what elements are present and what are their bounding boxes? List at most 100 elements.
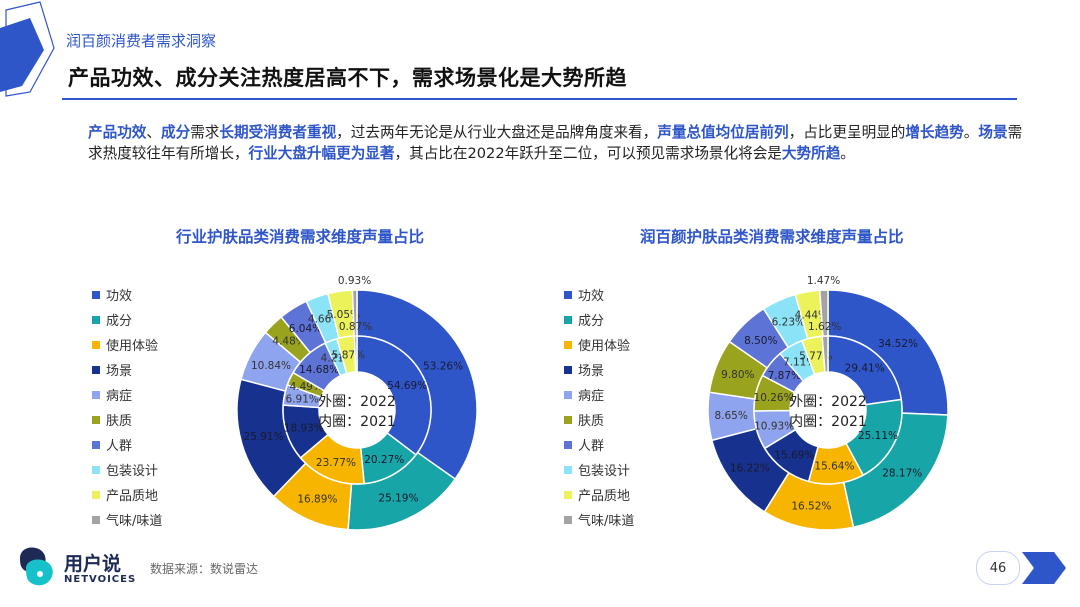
- legend-swatch: [564, 290, 572, 299]
- brand-name-cn: 用户说: [64, 553, 122, 575]
- legend-swatch: [564, 465, 572, 474]
- page-number: 46: [976, 551, 1020, 585]
- legend-item: 肤质: [92, 407, 162, 432]
- legend-label: 包装设计: [106, 464, 159, 479]
- legend-label: 人群: [578, 439, 605, 454]
- donut-chart-industry: 53.26% 25.19% 16.89% 25.91% 10.84% 4.48%6.04%…: [237, 275, 477, 530]
- legend-item: 功效: [564, 282, 634, 307]
- legend-label: 产品质地: [106, 489, 159, 504]
- corner-decoration: [0, 1, 55, 97]
- legend-label: 使用体验: [578, 339, 631, 354]
- slice-label: 10.26%: [754, 392, 794, 404]
- slice-label: 14.68%: [299, 364, 339, 376]
- legend-label: 肤质: [106, 414, 133, 429]
- center-label: 外圈：2022: [318, 394, 396, 410]
- slice-label: 25.11%: [858, 430, 898, 442]
- slice-label: 15.64%: [814, 461, 854, 473]
- slice-label: 5.87%: [332, 350, 365, 362]
- data-source: 数据来源：数说雷达: [150, 562, 259, 576]
- legend-label: 功效: [578, 289, 605, 304]
- legend-item: 包装设计: [92, 457, 162, 482]
- legend-label: 成分: [578, 314, 605, 329]
- slice-label: 10.93%: [754, 420, 794, 432]
- legend-label: 气味/味道: [106, 514, 163, 529]
- legend-swatch: [92, 415, 100, 424]
- slice-label: 1.47%: [807, 275, 840, 287]
- slice-label: 6.23%: [772, 316, 805, 328]
- chart-title-industry: 行业护肤品类消费需求维度声量占比: [176, 228, 425, 246]
- legend-label: 气味/味道: [578, 514, 635, 529]
- slice-label: 6.91%: [286, 393, 319, 405]
- summary-text: 。: [840, 145, 855, 162]
- summary-text: 、: [146, 124, 161, 141]
- legend-swatch: [564, 315, 572, 324]
- legend-label: 场景: [106, 364, 133, 379]
- summary-text: ，过去两年无论是从行业大盘还是品牌角度来看，: [336, 124, 658, 141]
- slice-label: 16.52%: [791, 501, 831, 513]
- slice-label: 54.69%: [387, 380, 427, 392]
- summary-text: 需求: [190, 124, 220, 141]
- slice-label: 8.50%: [744, 335, 777, 347]
- summary-highlight: 大势所趋: [781, 145, 841, 162]
- legend-item: 病症: [564, 382, 634, 407]
- legend-swatch: [92, 340, 100, 349]
- legend-item: 场景: [92, 357, 162, 382]
- legend-label: 病症: [106, 389, 133, 404]
- legend-item: 产品质地: [92, 482, 162, 507]
- legend-swatch: [564, 415, 572, 424]
- legend-label: 功效: [106, 289, 133, 304]
- legend-brand: 功效成分使用体验场景病症肤质人群包装设计产品质地气味/味道: [564, 282, 634, 532]
- slice-label: 53.26%: [423, 360, 463, 372]
- legend-item: 肤质: [564, 407, 634, 432]
- summary-highlight: 产品功效: [88, 124, 147, 141]
- chart-title-brand: 润百颜护肤品类消费需求维度声量占比: [640, 228, 904, 246]
- legend-swatch: [564, 490, 572, 499]
- slice-label: 4.44%: [795, 309, 828, 321]
- summary-highlight: 长期受消费者重视: [219, 124, 337, 141]
- slice-label: 16.22%: [730, 462, 770, 474]
- summary-text: 需求热度较往年有所增长，: [88, 124, 1023, 162]
- legend-swatch: [564, 390, 572, 399]
- summary-text: ，占比更呈明显的: [788, 124, 906, 141]
- summary-text: 。: [963, 124, 979, 141]
- legend-swatch: [564, 340, 572, 349]
- summary-highlight: 增长趋势: [905, 124, 964, 141]
- slice-label: 25.91%: [244, 431, 284, 443]
- slice-label: 20.27%: [364, 454, 404, 466]
- legend-swatch: [92, 490, 100, 499]
- donut-slice: [353, 335, 358, 373]
- legend-label: 使用体验: [106, 339, 159, 354]
- legend-label: 产品质地: [578, 489, 631, 504]
- slice-label: 18.93%: [284, 422, 324, 434]
- legend-label: 肤质: [578, 414, 605, 429]
- slice-label: 28.17%: [882, 467, 922, 479]
- section-title: 润百颜消费者需求洞察: [66, 32, 217, 50]
- slice-label: 7.11%: [783, 357, 816, 369]
- slice-label: 8.65%: [714, 410, 747, 422]
- legend-swatch: [564, 365, 572, 374]
- slice-label: 0.93%: [338, 275, 371, 287]
- netvoices-logo-icon: [20, 547, 53, 586]
- legend-item: 使用体验: [564, 332, 634, 357]
- legend-item: 包装设计: [564, 457, 634, 482]
- slice-label: 4.48%: [272, 336, 305, 348]
- legend-label: 人群: [106, 439, 133, 454]
- brand-name-en: NETVOICES: [64, 574, 137, 585]
- legend-swatch: [92, 365, 100, 374]
- donut-chart-brand: 34.52% 28.17% 16.52% 16.22% 8.65% 9.80% 8.50% 6…: [708, 275, 948, 530]
- summary-highlight: 行业大盘升幅更为显著: [248, 145, 395, 162]
- summary-highlight: 声量总值均位居前列: [657, 124, 789, 141]
- slice-label: 25.19%: [378, 493, 418, 505]
- legend-label: 病症: [578, 389, 605, 404]
- legend-swatch: [564, 440, 572, 449]
- slice-label: 7.87%: [768, 370, 801, 382]
- slice-label: 9.80%: [721, 369, 754, 381]
- slice-label: 5.05%: [327, 309, 360, 321]
- legend-item: 场景: [564, 357, 634, 382]
- legend-item: 人群: [564, 432, 634, 457]
- center-label: 内圈：2021: [789, 414, 867, 430]
- center-label: 内圈：2021: [318, 414, 396, 430]
- summary-highlight: 场景: [978, 124, 1008, 141]
- legend-swatch: [92, 290, 100, 299]
- center-label: 外圈：2022: [789, 394, 867, 410]
